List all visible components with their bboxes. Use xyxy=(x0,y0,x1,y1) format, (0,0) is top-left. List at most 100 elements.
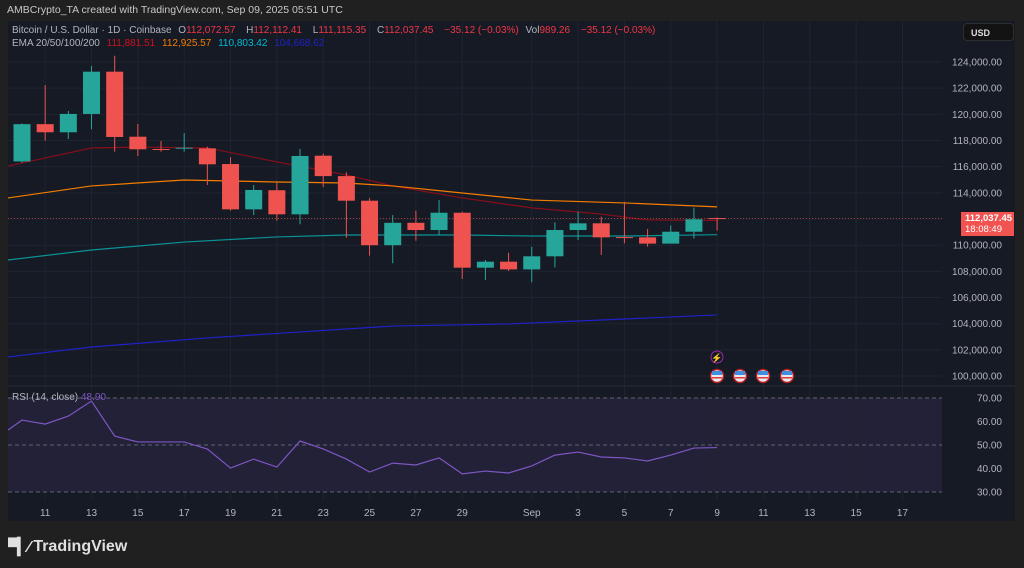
ema200-value: 104,668.62 xyxy=(274,38,325,49)
candle-body-down xyxy=(129,136,147,150)
us-flag-event-icon[interactable] xyxy=(709,368,725,384)
price-tick-label: 108,000.00 xyxy=(952,267,1002,278)
open-label: O xyxy=(178,25,187,36)
candle-body-down xyxy=(639,237,657,244)
volume-label: Vol xyxy=(525,25,540,36)
rsi-tick-label: 70.00 xyxy=(977,394,1002,405)
tradingview-logo-icon: ▀▎⁄ xyxy=(8,539,30,556)
date-tick-label: 9 xyxy=(714,508,720,519)
candle-body-down xyxy=(222,164,240,210)
candle-body-up xyxy=(685,219,703,232)
date-tick-label: 13 xyxy=(86,508,98,519)
date-tick-label: 19 xyxy=(225,508,237,519)
rsi-value: 48.90 xyxy=(80,392,106,403)
currency-selector[interactable]: USD xyxy=(963,23,1014,41)
low-label: L xyxy=(312,25,319,36)
candle-body-up xyxy=(245,189,263,210)
date-tick-label: 13 xyxy=(804,508,816,519)
candle-body-up xyxy=(523,256,541,270)
rsi-pane xyxy=(8,387,942,500)
svg-text:⚡: ⚡ xyxy=(711,352,722,364)
volume-value: 989.26 xyxy=(539,25,571,36)
candle-body-up xyxy=(662,231,680,244)
last-price-tag: 112,037.45 18:08:49 xyxy=(961,212,1014,236)
high-label: H xyxy=(246,25,254,36)
rsi-line xyxy=(7,400,718,475)
symbol-legend: Bitcoin / U.S. Dollar · 1D · Coinbase O1… xyxy=(12,25,659,36)
price-tick-label: 102,000.00 xyxy=(952,345,1002,356)
candle-body-up xyxy=(476,261,494,268)
close-label: C xyxy=(376,25,385,36)
ema-line-ema200 xyxy=(7,314,718,358)
date-tick-label: 7 xyxy=(668,508,674,519)
date-tick-label: Sep xyxy=(523,508,541,519)
candle-body-down xyxy=(500,261,518,270)
price-tick-label: 124,000.00 xyxy=(952,58,1002,69)
date-tick-label: 15 xyxy=(851,508,863,519)
rsi-tick-label: 30.00 xyxy=(977,488,1002,499)
symbol-name: Bitcoin / U.S. Dollar · 1D · Coinbase xyxy=(12,25,172,36)
price-tick-label: 114,000.00 xyxy=(953,188,1003,199)
candle-body-down xyxy=(314,155,332,177)
price-tick-label: 116,000.00 xyxy=(953,162,1003,173)
rsi-label: RSI (14, close) xyxy=(12,392,79,403)
low-value: 111,115.35 xyxy=(318,25,367,36)
date-tick-label: 5 xyxy=(622,508,628,519)
date-tick-label: 25 xyxy=(364,508,376,519)
candle-body-down xyxy=(198,148,216,165)
bar-countdown: 18:08:49 xyxy=(965,224,1002,235)
ema-line-ema50 xyxy=(7,179,718,208)
date-tick-label: 21 xyxy=(271,508,283,519)
candle-body-up xyxy=(13,124,31,162)
candle-body-down xyxy=(361,200,379,246)
candle-body-up xyxy=(291,155,309,215)
price-tick-label: 104,000.00 xyxy=(952,319,1002,330)
candle-body-down xyxy=(708,218,726,220)
ema100-value: 110,803.42 xyxy=(218,38,268,49)
logo-text: TradingView xyxy=(33,538,128,555)
candle-body-down xyxy=(337,176,355,201)
date-tick-label: 11 xyxy=(40,508,51,519)
candle-body-down xyxy=(36,124,54,133)
high-value: 112,112.41 xyxy=(253,25,302,36)
price-tick-label: 110,000.00 xyxy=(953,241,1003,252)
candle-body-down xyxy=(106,71,124,137)
open-value: 112,072.57 xyxy=(186,25,236,36)
us-flag-event-icon[interactable] xyxy=(732,368,748,384)
close-value: 112,037.45 xyxy=(384,25,434,36)
candle-body-up xyxy=(546,230,564,257)
change-value: −35.12 (−0.03%) xyxy=(444,25,519,36)
date-tick-label: 3 xyxy=(575,508,581,519)
rsi-tick-label: 50.00 xyxy=(977,441,1002,452)
price-tick-label: 100,000.00 xyxy=(952,372,1002,383)
date-tick-label: 23 xyxy=(318,508,330,519)
date-tick-label: 17 xyxy=(897,508,909,519)
candle-body-down xyxy=(592,223,610,238)
date-tick-label: 27 xyxy=(410,508,422,519)
price-tick-label: 122,000.00 xyxy=(952,84,1002,95)
rsi-legend: RSI (14, close) 48.90 xyxy=(12,392,106,403)
tradingview-logo: ▀▎⁄ TradingView xyxy=(8,537,127,557)
candle-body-up xyxy=(175,147,193,149)
us-flag-event-icon[interactable] xyxy=(755,368,771,384)
us-flag-event-icon[interactable] xyxy=(779,368,795,384)
candle-body-down xyxy=(615,237,633,239)
date-tick-label: 11 xyxy=(758,508,769,519)
candle-body-up xyxy=(384,222,402,246)
rsi-tick-label: 60.00 xyxy=(977,417,1002,428)
chart-credit: AMBCrypto_TA created with TradingView.co… xyxy=(7,4,343,16)
price-tick-label: 118,000.00 xyxy=(953,136,1003,147)
date-tick-label: 17 xyxy=(179,508,191,519)
ema-label: EMA 20/50/100/200 xyxy=(12,38,100,49)
candle-body-down xyxy=(453,212,471,268)
date-tick-label: 29 xyxy=(457,508,469,519)
volume-change: −35.12 (−0.03%) xyxy=(580,25,656,36)
ema50-value: 112,925.57 xyxy=(162,38,212,49)
candle-body-down xyxy=(407,222,425,231)
ema-legend: EMA 20/50/100/200 111,881.51 112,925.57 … xyxy=(12,38,328,49)
candle-body-up xyxy=(569,223,587,231)
price-tick-label: 106,000.00 xyxy=(952,293,1002,304)
candle-body-up xyxy=(83,71,101,114)
lightning-event-icon[interactable]: ⚡ xyxy=(710,350,724,364)
